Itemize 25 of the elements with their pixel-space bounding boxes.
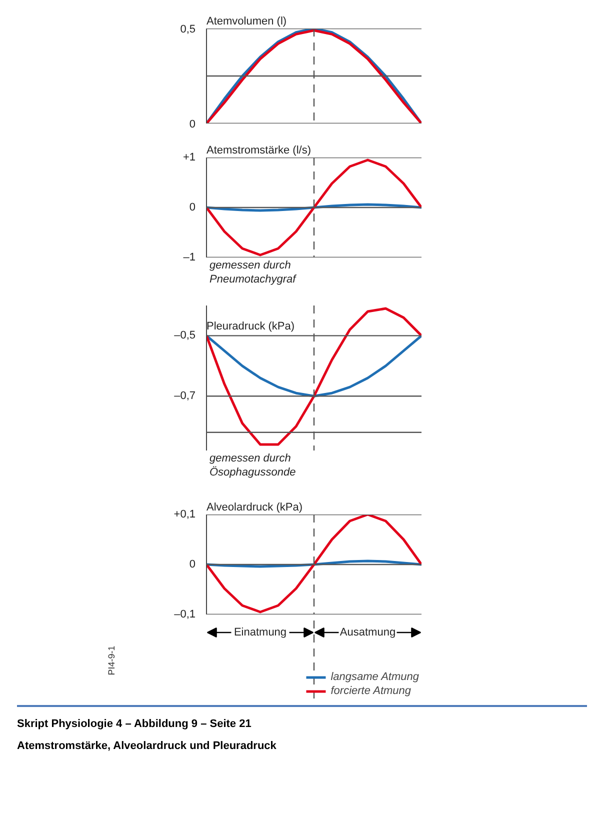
y-tick-label: +1 (182, 152, 196, 164)
text: gemessen durch (210, 260, 291, 272)
y-axis-title: Pleuradruck (kPa) (206, 320, 295, 333)
y-axis-title: Alveolardruck (kPa) (206, 502, 302, 514)
text: Ösophagussonde (210, 466, 296, 478)
text: Skript Physiologie 4 – Abbildung 9 – Seite 21 (17, 718, 252, 730)
y-axis-title: Atemvolumen (l) (206, 16, 287, 28)
y-axis-title: Atemstromstärke (l/s) (206, 144, 312, 156)
text: Ausatmung (340, 626, 396, 638)
text: Einatmung (234, 626, 287, 638)
legend-label: langsame Atmung (330, 670, 419, 684)
text: Pneumotachygraf (210, 274, 297, 286)
text: gemessen durch (210, 452, 291, 464)
y-tick-label: 0,5 (180, 24, 196, 36)
y-tick-label: 0 (189, 118, 196, 130)
y-tick-label: –0,7 (174, 390, 196, 402)
legend-label: forcierte Atmung (330, 684, 412, 698)
text: Atemstromstärke, Alveolardruck und Pleuradruck (17, 740, 276, 752)
y-tick-label: –1 (183, 252, 196, 264)
y-tick-label: –0,5 (174, 330, 196, 342)
y-tick-label: –0,1 (174, 608, 196, 620)
text: PI4-9-1 (106, 646, 116, 676)
y-tick-label: 0 (189, 202, 196, 214)
y-tick-label: 0 (189, 558, 196, 570)
y-tick-label: +0,1 (174, 508, 196, 520)
